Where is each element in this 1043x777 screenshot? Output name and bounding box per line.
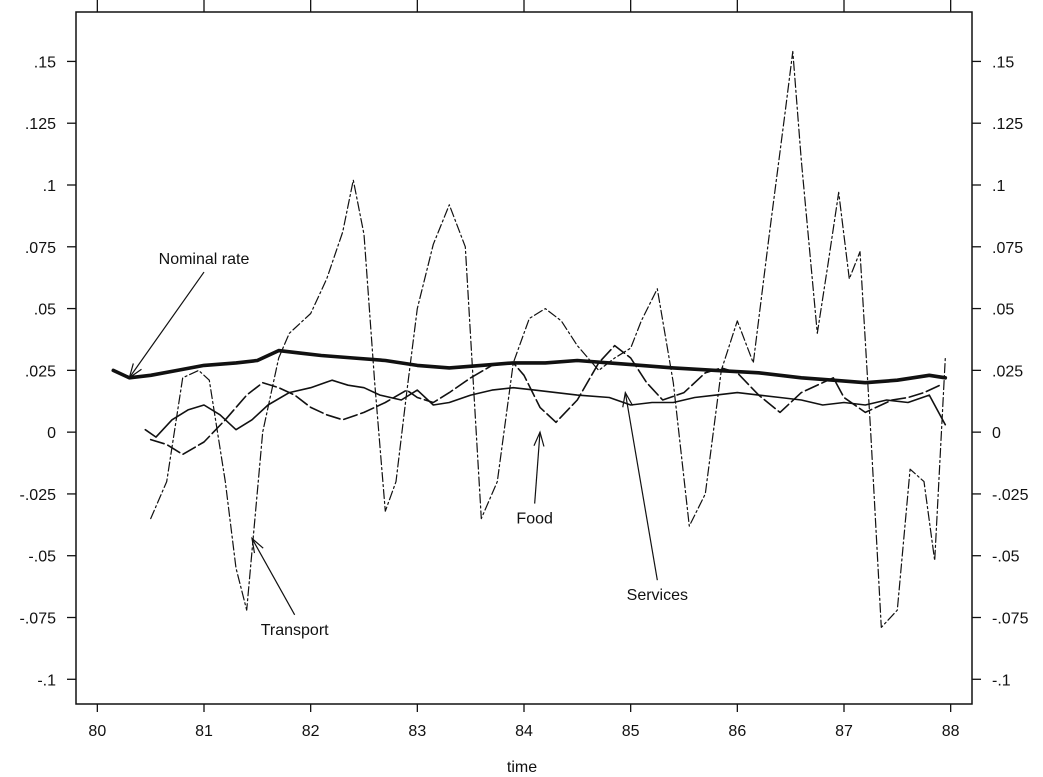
x-tick-label: 88 xyxy=(942,723,960,740)
y-tick-label-left: -.075 xyxy=(20,611,57,628)
y-tick-label-right: .15 xyxy=(992,54,1014,71)
x-tick-label: 86 xyxy=(728,723,746,740)
annotation-arrow-head xyxy=(128,363,142,380)
annotation-label: Food xyxy=(516,511,552,528)
annotation-label: Services xyxy=(627,587,688,604)
y-tick-label-left: -.025 xyxy=(20,487,57,504)
y-tick-label-right: 0 xyxy=(992,425,1001,442)
y-tick-label-left: .075 xyxy=(25,240,56,257)
x-tick-label: 81 xyxy=(195,723,213,740)
x-tick-label: 82 xyxy=(302,723,320,740)
y-tick-label-right: .025 xyxy=(992,363,1023,380)
y-tick-label-right: -.05 xyxy=(992,549,1020,566)
series-layer xyxy=(111,50,948,628)
y-tick-label-right: -.025 xyxy=(992,487,1029,504)
annotation-arrow-head xyxy=(622,390,634,408)
series-line-food xyxy=(149,344,941,456)
annotation-label: Transport xyxy=(261,622,329,639)
series-line-nominal-rate xyxy=(111,348,948,385)
annotation-arrow-head xyxy=(533,430,545,447)
y-tick-label-left: .15 xyxy=(34,54,56,71)
y-tick-label-right: .075 xyxy=(992,240,1023,257)
y-tick-label-right: -.075 xyxy=(992,611,1029,628)
series-line-transport xyxy=(150,50,946,628)
y-tick-label-left: -.05 xyxy=(28,549,56,566)
x-axis-title: time xyxy=(507,759,537,776)
series-line-services xyxy=(144,379,947,438)
y-tick-label-left: .1 xyxy=(43,178,56,195)
x-tick-label: 85 xyxy=(622,723,640,740)
y-axis-ticks: .15 .15 .125 .125 .1 .1 .075 .075 .05 .05 .025 .025… xyxy=(20,54,1029,689)
y-tick-label-left: .025 xyxy=(25,363,56,380)
annotation-arrow-shaft xyxy=(128,271,205,379)
x-tick-label: 87 xyxy=(835,723,853,740)
x-tick-label: 80 xyxy=(88,723,106,740)
y-tick-label-left: .125 xyxy=(25,116,56,133)
annotation-layer: Nominal rate Transport Food Services xyxy=(128,251,688,639)
y-tick-label-left: .05 xyxy=(34,302,56,319)
plot-area-frame xyxy=(75,11,973,705)
annotation-arrow-head xyxy=(251,536,264,554)
y-tick-label-left: -.1 xyxy=(37,672,56,689)
y-tick-label-right: .125 xyxy=(992,116,1023,133)
annotation-label: Nominal rate xyxy=(159,251,250,268)
y-tick-label-right: -.1 xyxy=(992,672,1011,689)
annotation-arrow-shaft xyxy=(534,432,541,504)
x-tick-label: 84 xyxy=(515,723,533,740)
annotation-arrow-shaft xyxy=(624,392,658,581)
y-tick-label-right: .05 xyxy=(992,302,1014,319)
y-tick-label-right: .1 xyxy=(992,178,1005,195)
x-axis-ticks: 80 81 82 83 84 85 86 87 88 xyxy=(88,0,960,740)
x-tick-label: 83 xyxy=(408,723,426,740)
y-tick-label-left: 0 xyxy=(47,425,56,442)
annotation-arrow-shaft xyxy=(251,538,296,616)
